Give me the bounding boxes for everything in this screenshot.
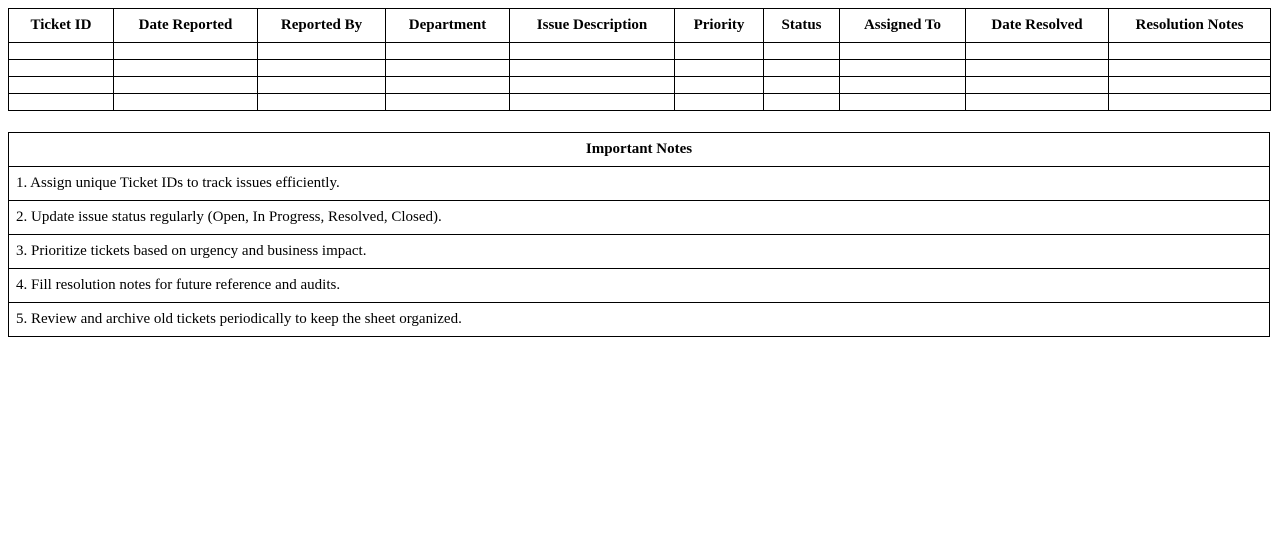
column-header-issue-description: Issue Description — [509, 8, 675, 43]
column-header-reported-by: Reported By — [257, 8, 386, 43]
empty-cell — [8, 59, 114, 77]
empty-cell — [965, 59, 1109, 77]
empty-cell — [113, 42, 258, 60]
notes-title: Important Notes — [8, 132, 1270, 167]
empty-cell — [1108, 76, 1271, 94]
empty-cell — [385, 59, 510, 77]
empty-cell — [113, 76, 258, 94]
ticket-table-empty-row — [8, 76, 1271, 94]
empty-cell — [674, 42, 764, 60]
empty-cell — [113, 59, 258, 77]
note-item: 3. Prioritize tickets based on urgency a… — [8, 234, 1270, 269]
note-row: 3. Prioritize tickets based on urgency a… — [8, 234, 1270, 269]
empty-cell — [509, 42, 675, 60]
column-header-priority: Priority — [674, 8, 764, 43]
empty-cell — [839, 59, 966, 77]
ticket-tracker-table: Ticket ID Date Reported Reported By Depa… — [8, 8, 1271, 111]
empty-cell — [385, 42, 510, 60]
empty-cell — [763, 76, 840, 94]
ticket-table-header-row: Ticket ID Date Reported Reported By Depa… — [8, 8, 1271, 43]
empty-cell — [257, 76, 386, 94]
note-row: 2. Update issue status regularly (Open, … — [8, 200, 1270, 235]
empty-cell — [509, 76, 675, 94]
empty-cell — [8, 93, 114, 111]
empty-cell — [674, 59, 764, 77]
empty-cell — [674, 93, 764, 111]
empty-cell — [509, 93, 675, 111]
note-item: 1. Assign unique Ticket IDs to track iss… — [8, 166, 1270, 201]
column-header-status: Status — [763, 8, 840, 43]
empty-cell — [965, 76, 1109, 94]
column-header-resolution-notes: Resolution Notes — [1108, 8, 1271, 43]
important-notes-table: Important Notes 1. Assign unique Ticket … — [8, 132, 1270, 337]
empty-cell — [763, 42, 840, 60]
empty-cell — [257, 93, 386, 111]
empty-cell — [763, 59, 840, 77]
ticket-table-empty-row — [8, 42, 1271, 60]
column-header-assigned-to: Assigned To — [839, 8, 966, 43]
empty-cell — [1108, 59, 1271, 77]
column-header-ticket-id: Ticket ID — [8, 8, 114, 43]
notes-table-body: 1. Assign unique Ticket IDs to track iss… — [8, 166, 1270, 337]
empty-cell — [8, 42, 114, 60]
column-header-department: Department — [385, 8, 510, 43]
empty-cell — [509, 59, 675, 77]
empty-cell — [257, 59, 386, 77]
empty-cell — [763, 93, 840, 111]
empty-cell — [385, 76, 510, 94]
note-row: 4. Fill resolution notes for future refe… — [8, 268, 1270, 303]
column-header-date-resolved: Date Resolved — [965, 8, 1109, 43]
document-page: Ticket ID Date Reported Reported By Depa… — [8, 8, 1271, 337]
ticket-table-empty-row — [8, 59, 1271, 77]
empty-cell — [965, 93, 1109, 111]
empty-cell — [385, 93, 510, 111]
note-item: 4. Fill resolution notes for future refe… — [8, 268, 1270, 303]
empty-cell — [1108, 42, 1271, 60]
empty-cell — [113, 93, 258, 111]
empty-cell — [674, 76, 764, 94]
note-item: 2. Update issue status regularly (Open, … — [8, 200, 1270, 235]
empty-cell — [839, 76, 966, 94]
empty-cell — [839, 93, 966, 111]
ticket-table-body — [8, 42, 1271, 111]
empty-cell — [8, 76, 114, 94]
empty-cell — [1108, 93, 1271, 111]
notes-title-row: Important Notes — [8, 132, 1270, 167]
note-item: 5. Review and archive old tickets period… — [8, 302, 1270, 337]
ticket-table-empty-row — [8, 93, 1271, 111]
note-row: 5. Review and archive old tickets period… — [8, 302, 1270, 337]
note-row: 1. Assign unique Ticket IDs to track iss… — [8, 166, 1270, 201]
empty-cell — [965, 42, 1109, 60]
empty-cell — [839, 42, 966, 60]
empty-cell — [257, 42, 386, 60]
column-header-date-reported: Date Reported — [113, 8, 258, 43]
